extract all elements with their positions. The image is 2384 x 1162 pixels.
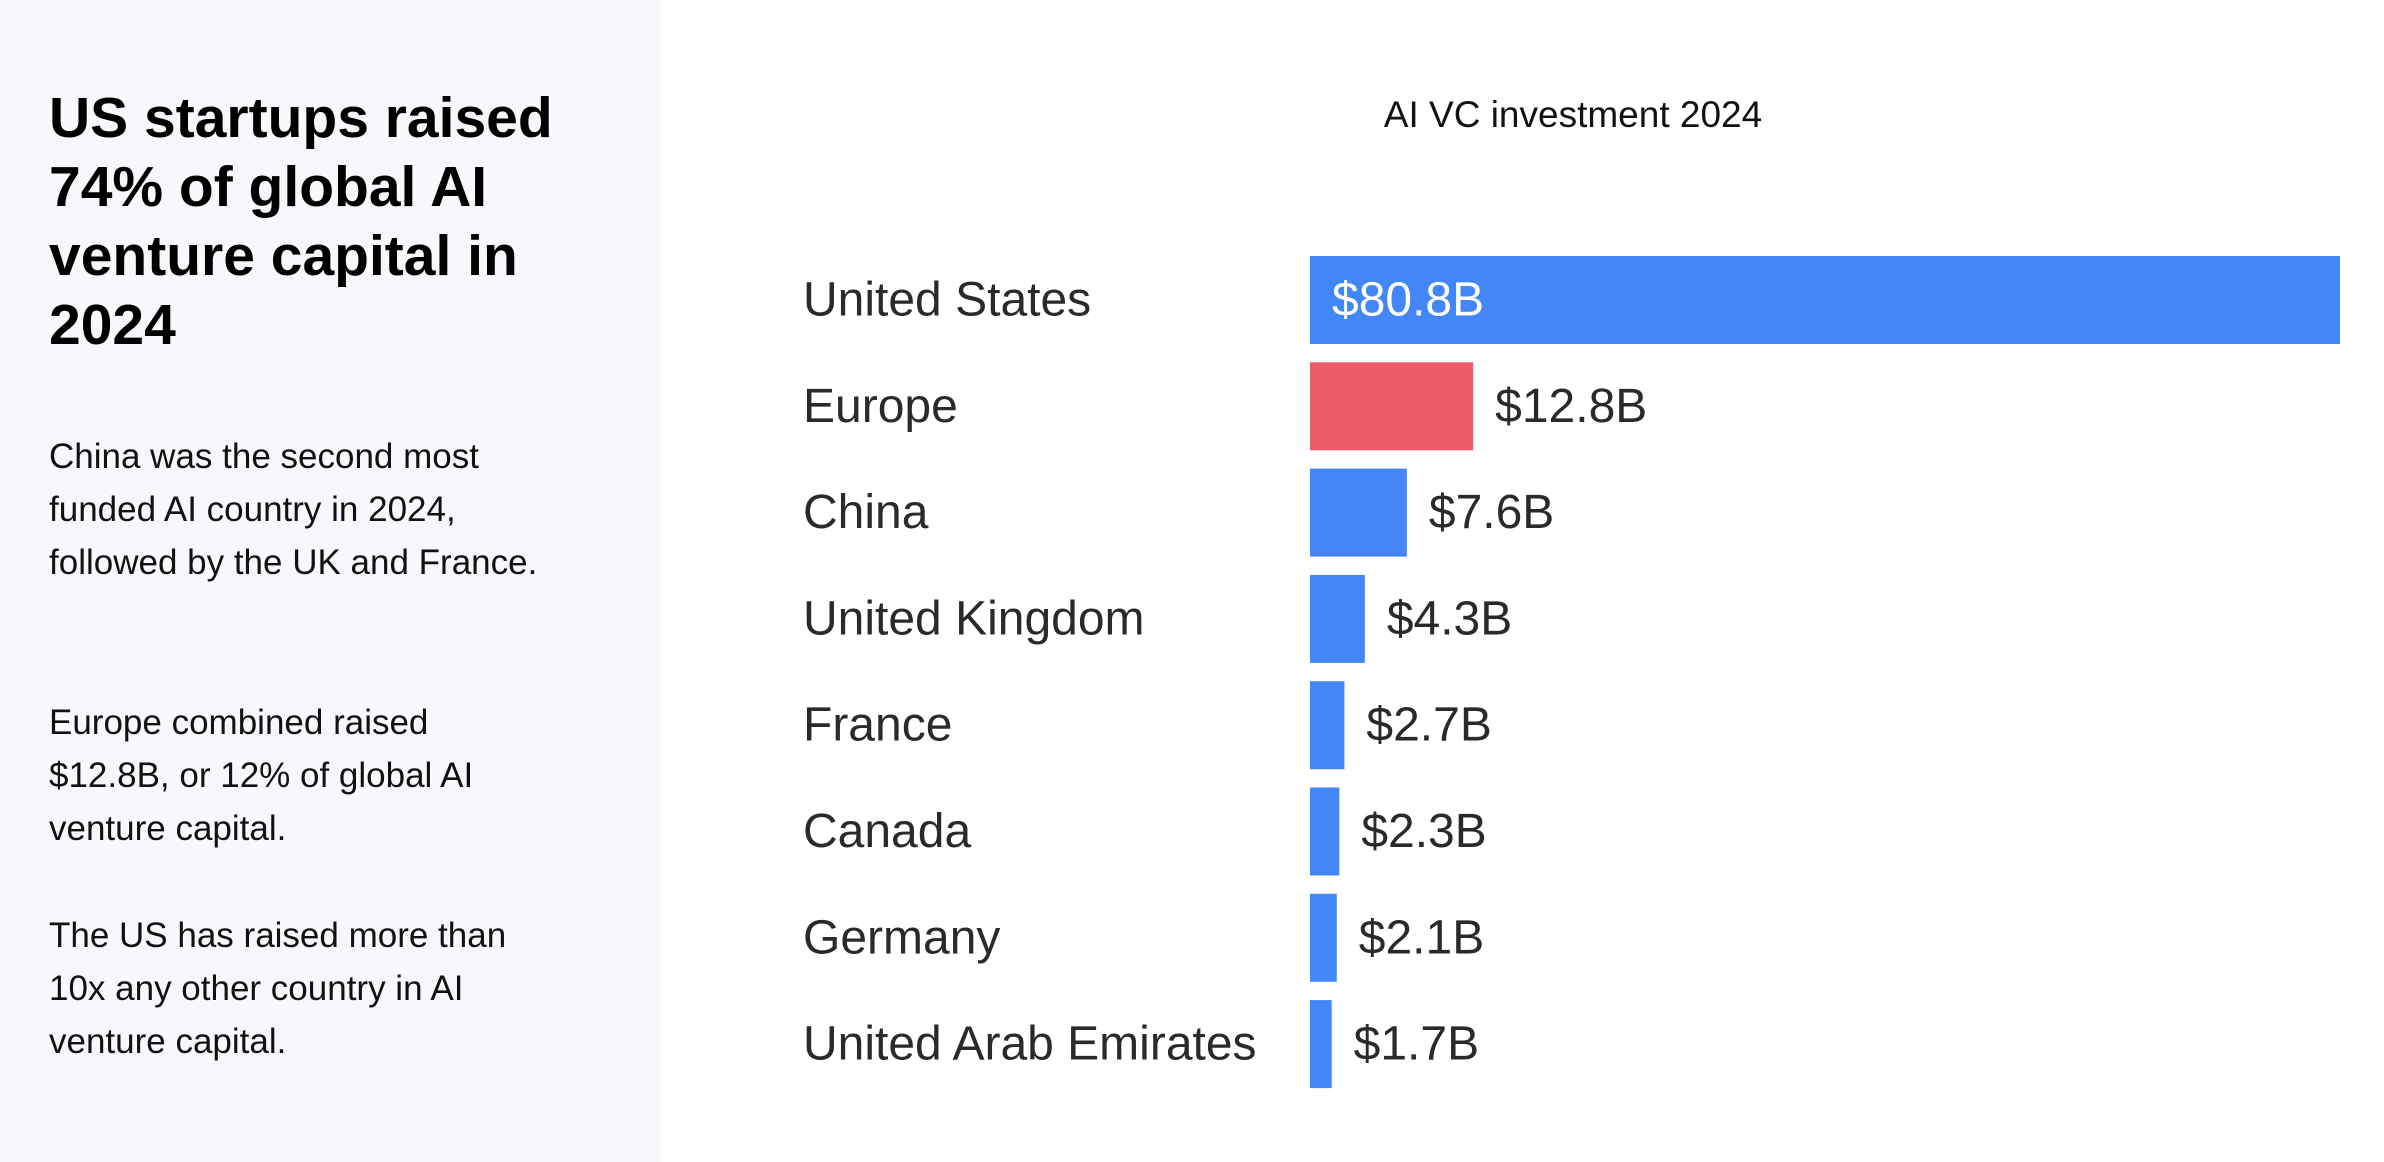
bar-united-states: [1310, 256, 2340, 344]
category-label-france: France: [803, 699, 952, 752]
category-label-germany: Germany: [803, 911, 1000, 964]
headline: US startups raised 74% of global AI vent…: [49, 86, 553, 357]
bar-canada: [1310, 787, 1340, 876]
paragraph-europe: Europe combined raised $12.8B, or 12% of…: [49, 703, 474, 848]
value-label-canada: $2.3B: [1361, 805, 1486, 858]
category-label-united-kingdom: United Kingdom: [803, 592, 1145, 645]
paragraph-china: China was the second most funded AI coun…: [49, 437, 538, 582]
value-label-united-arab-emirates: $1.7B: [1354, 1018, 1479, 1071]
bar-united-kingdom: [1310, 574, 1365, 663]
category-label-canada: Canada: [803, 805, 971, 858]
category-label-china: China: [803, 486, 929, 539]
bar-germany: [1310, 893, 1337, 982]
bar-europe: [1310, 362, 1474, 451]
summary-panel: US startups raised 74% of global AI vent…: [0, 0, 660, 1162]
bar-united-arab-emirates: [1310, 1000, 1332, 1089]
value-label-china: $7.6B: [1429, 486, 1554, 539]
value-label-united-kingdom: $4.3B: [1387, 592, 1512, 645]
category-label-united-states: United States: [803, 274, 1091, 327]
category-label-united-arab-emirates: United Arab Emirates: [803, 1018, 1257, 1071]
chart-title: AI VC investment 2024: [1384, 94, 1762, 135]
value-label-united-states: $80.8B: [1332, 274, 1484, 327]
value-label-france: $2.7B: [1366, 699, 1491, 752]
bar-china: [1310, 468, 1407, 557]
value-label-europe: $12.8B: [1495, 380, 1647, 433]
category-label-europe: Europe: [803, 380, 958, 433]
bar-group: United States $80.8B Europe $12.8B China $7.6…: [803, 256, 2340, 1089]
value-label-germany: $2.1B: [1359, 911, 1484, 964]
bar-france: [1310, 681, 1345, 770]
paragraph-us: The US has raised more than 10x any othe…: [49, 916, 507, 1061]
